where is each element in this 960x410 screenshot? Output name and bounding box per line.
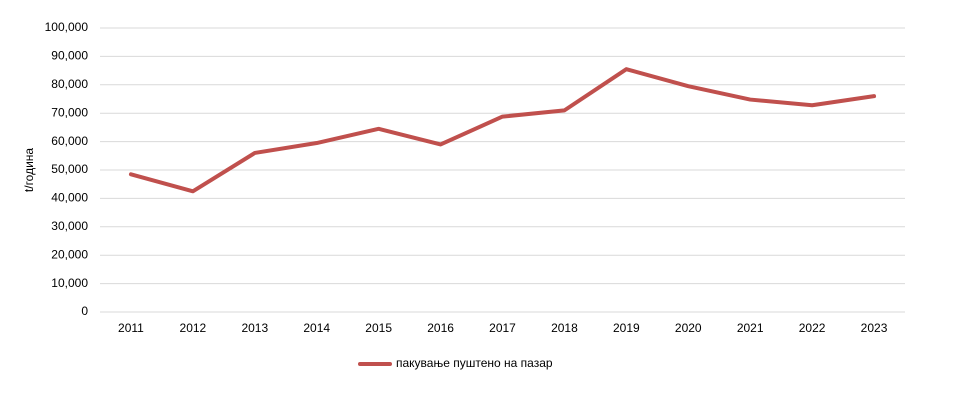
x-tick-label: 2017	[489, 321, 516, 335]
x-tick-label: 2014	[303, 321, 330, 335]
y-tick-label: 90,000	[51, 49, 88, 63]
y-tick-label: 100,000	[45, 20, 89, 34]
x-tick-label: 2015	[365, 321, 392, 335]
x-tick-label: 2022	[799, 321, 826, 335]
x-tick-label: 2019	[613, 321, 640, 335]
x-tick-label: 2018	[551, 321, 578, 335]
y-tick-label: 10,000	[51, 276, 88, 290]
y-tick-label: 20,000	[51, 247, 88, 261]
legend-label: пакување пуштено на пазар	[396, 356, 553, 370]
y-tick-label: 70,000	[51, 105, 88, 119]
x-tick-label: 2021	[737, 321, 764, 335]
x-tick-label: 2013	[241, 321, 268, 335]
y-tick-label: 30,000	[51, 219, 88, 233]
x-tick-label: 2011	[118, 321, 144, 335]
x-tick-label: 2016	[427, 321, 454, 335]
y-axis-label: t/година	[22, 148, 36, 193]
x-tick-label: 2012	[180, 321, 207, 335]
x-tick-label: 2023	[861, 321, 888, 335]
y-tick-label: 40,000	[51, 191, 88, 205]
x-tick-label: 2020	[675, 321, 702, 335]
y-tick-label: 60,000	[51, 134, 88, 148]
y-tick-label: 0	[81, 304, 88, 318]
y-tick-label: 50,000	[51, 162, 88, 176]
data-line	[128, 67, 877, 194]
y-tick-label: 80,000	[51, 77, 88, 91]
